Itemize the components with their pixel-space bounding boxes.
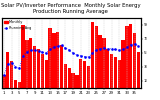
Bar	[79, 59, 82, 88]
Bar	[118, 60, 121, 88]
Bar	[137, 52, 140, 88]
Bar	[48, 28, 52, 88]
Bar	[6, 52, 9, 88]
Bar	[10, 61, 13, 88]
Bar	[106, 50, 109, 88]
Bar	[33, 46, 36, 88]
Bar	[45, 60, 48, 88]
Bar	[98, 36, 102, 88]
Bar	[133, 33, 136, 88]
Bar	[87, 66, 90, 88]
Bar	[37, 50, 40, 88]
Bar	[121, 40, 125, 88]
Bar	[64, 64, 67, 88]
Bar	[110, 54, 113, 88]
Bar	[2, 75, 6, 88]
Bar	[60, 45, 63, 88]
Bar	[75, 75, 79, 88]
Bar	[72, 73, 75, 88]
Bar	[68, 68, 71, 88]
Bar	[114, 56, 117, 88]
Bar	[129, 24, 132, 88]
Text: Solar PV/Inverter Performance  Monthly Solar Energy Production Running Average: Solar PV/Inverter Performance Monthly So…	[1, 3, 140, 14]
Bar	[56, 32, 59, 88]
Bar	[18, 82, 21, 88]
Bar	[125, 26, 129, 88]
Bar	[95, 26, 98, 88]
Bar	[102, 38, 105, 88]
Bar	[41, 54, 44, 88]
Bar	[52, 33, 56, 88]
Bar	[91, 22, 94, 88]
Bar	[25, 40, 29, 88]
Legend: Monthly, Running Avg: Monthly, Running Avg	[3, 20, 31, 30]
Bar	[29, 38, 32, 88]
Bar	[21, 25, 25, 88]
Bar	[83, 61, 86, 88]
Bar	[14, 80, 17, 88]
